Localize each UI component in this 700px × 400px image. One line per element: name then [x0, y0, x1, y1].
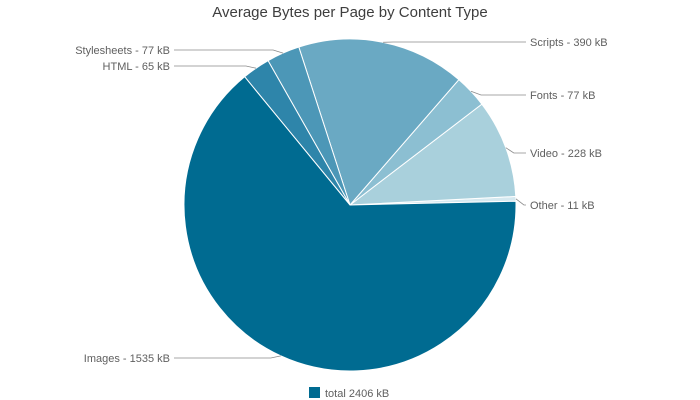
chart-title: Average Bytes per Page by Content Type	[212, 4, 487, 21]
leader-line-other	[515, 198, 526, 206]
pie-slice-images[interactable]	[183, 76, 517, 372]
slice-label-fonts: Fonts - 77 kB	[530, 90, 595, 102]
slice-label-stylesheets: Stylesheets - 77 kB	[75, 45, 170, 57]
leader-line-images	[174, 355, 281, 359]
leader-line-video	[505, 147, 526, 154]
slice-labels: Other - 11 kB Video - 228 kB Fonts - 77 kB…	[75, 37, 607, 365]
slice-label-video: Video - 228 kB	[530, 148, 602, 160]
slice-label-scripts: Scripts - 390 kB	[530, 37, 608, 49]
slice-label-images: Images - 1535 kB	[84, 353, 170, 365]
leader-lines	[174, 41, 526, 359]
leader-line-stylesheets	[174, 49, 284, 54]
slice-label-html: HTML - 65 kB	[103, 61, 170, 73]
slice-label-other: Other - 11 kB	[530, 200, 595, 212]
leader-line-fonts	[470, 90, 526, 96]
legend-label[interactable]: total 2406 kB	[325, 388, 389, 400]
leader-line-html	[174, 65, 257, 69]
legend-swatch[interactable]	[309, 387, 320, 398]
pie-slices	[183, 38, 517, 372]
legend[interactable]: total 2406 kB	[309, 387, 389, 400]
